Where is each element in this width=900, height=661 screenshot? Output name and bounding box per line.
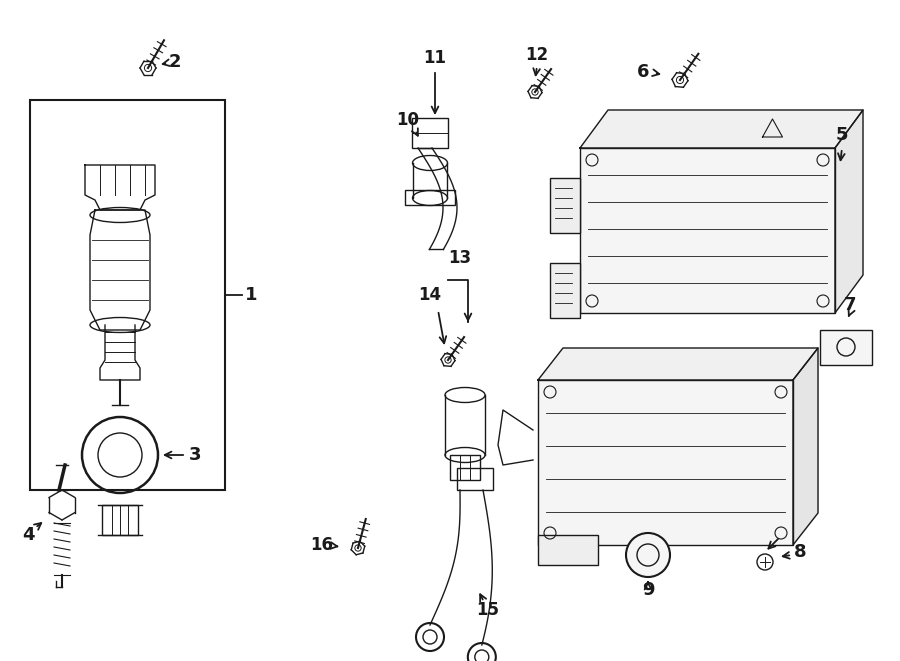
Bar	[550, 178, 580, 233]
Bar	[550, 263, 580, 318]
Text: 4: 4	[22, 526, 34, 544]
Bar	[820, 330, 872, 365]
Text: 12: 12	[526, 46, 549, 64]
Polygon shape	[835, 110, 863, 313]
Bar	[538, 380, 793, 545]
Text: 8: 8	[794, 543, 806, 561]
Text: 2: 2	[169, 53, 181, 71]
Text: 11: 11	[424, 49, 446, 67]
Bar	[538, 535, 598, 565]
Bar	[102, 505, 138, 535]
Text: 10: 10	[397, 111, 419, 129]
Polygon shape	[580, 110, 863, 148]
Bar	[30, 100, 225, 490]
Text: 1: 1	[245, 286, 257, 304]
Polygon shape	[538, 348, 818, 380]
Bar	[580, 148, 835, 313]
Text: 3: 3	[189, 446, 202, 464]
Polygon shape	[793, 348, 818, 545]
Text: 14: 14	[418, 286, 442, 304]
Text: 6: 6	[637, 63, 649, 81]
Text: 9: 9	[642, 581, 654, 599]
Text: 7: 7	[844, 296, 856, 314]
Bar	[405, 190, 455, 205]
Bar	[450, 455, 480, 480]
Text: 15: 15	[476, 601, 500, 619]
Text: 13: 13	[448, 249, 472, 267]
Circle shape	[626, 533, 670, 577]
Bar	[412, 118, 448, 148]
Bar	[457, 468, 493, 490]
Text: 5: 5	[836, 126, 848, 144]
Text: 16: 16	[310, 536, 334, 554]
